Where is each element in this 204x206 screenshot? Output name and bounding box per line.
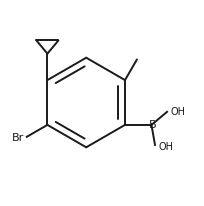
Text: B: B: [148, 119, 155, 129]
Text: OH: OH: [169, 107, 184, 117]
Text: Br: Br: [11, 132, 24, 142]
Text: OH: OH: [157, 141, 172, 151]
